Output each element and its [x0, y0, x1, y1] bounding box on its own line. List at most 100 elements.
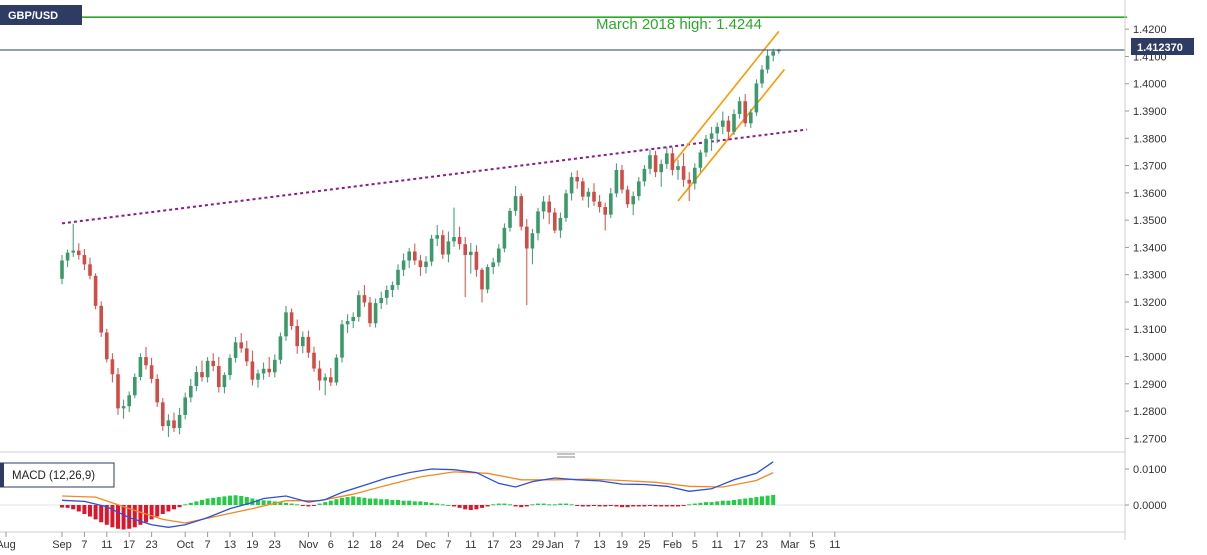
macd-histogram-bar: [71, 505, 76, 510]
resistance-annotation: March 2018 high: 1.4244: [596, 16, 762, 33]
macd-panel: [0, 461, 1125, 530]
x-tick-label: 23: [756, 539, 768, 551]
candle-body: [385, 289, 389, 298]
candle-body: [765, 55, 770, 70]
x-tick-label: 29: [532, 539, 544, 551]
macd-histogram-bar: [452, 505, 456, 507]
macd-histogram-bar: [228, 495, 232, 505]
x-tick-label: Nov: [299, 539, 319, 551]
candle-body: [133, 376, 137, 396]
macd-histogram-bar: [552, 504, 557, 506]
candle-body: [681, 166, 686, 180]
candle-body: [357, 295, 361, 317]
x-tick-label: 24: [392, 539, 404, 551]
candle-body: [317, 368, 322, 381]
panel-resize-handle[interactable]: [557, 453, 575, 458]
macd-legend-box[interactable]: [0, 462, 115, 488]
macd-histogram-bar: [642, 505, 647, 507]
candle-body: [760, 69, 764, 84]
candle-body: [127, 395, 131, 407]
macd-histogram-bar: [698, 502, 703, 505]
macd-histogram-bar: [569, 504, 574, 506]
macd-histogram-bar: [513, 505, 518, 507]
x-tick-label: 11: [711, 539, 722, 551]
candle-body: [648, 155, 652, 169]
candle-body: [592, 191, 596, 202]
candle-body: [726, 120, 731, 132]
macd-histogram-bar: [631, 505, 636, 507]
macd-histogram-bar: [754, 497, 759, 505]
candle-body: [457, 237, 462, 245]
candle-body: [323, 377, 327, 381]
x-tick-label: Dec: [416, 539, 436, 551]
macd-histogram-bar: [648, 505, 652, 506]
candle-body: [189, 385, 193, 398]
x-tick-label: Sep: [52, 539, 72, 551]
candle-body: [166, 420, 171, 427]
candle-body: [497, 248, 501, 263]
macd-histogram-bar: [160, 505, 165, 514]
macd-histogram-bar: [323, 502, 328, 505]
x-tick-label: 12: [347, 539, 359, 551]
dotted-resistance-line: [61, 128, 807, 225]
macd-histogram-bar: [166, 505, 171, 512]
candle-body: [709, 133, 714, 139]
y-tick-label: 1.2800: [1133, 406, 1167, 418]
candle-body: [60, 260, 64, 279]
candle-body: [513, 196, 518, 211]
candle-body: [777, 49, 781, 52]
macd-histogram-bar: [379, 499, 384, 505]
candle-body: [721, 120, 725, 127]
y-tick-label: 1.3000: [1133, 352, 1167, 364]
candle-body: [519, 196, 523, 227]
macd-histogram-bar: [250, 498, 255, 505]
candle-body: [541, 201, 546, 212]
x-tick-label: 7: [574, 539, 580, 551]
macd-histogram-bar: [765, 495, 770, 505]
x-tick-label: 18: [369, 539, 381, 551]
x-tick-label: 5: [692, 539, 698, 551]
macd-histogram-bar: [356, 497, 361, 505]
macd-histogram-bar: [737, 499, 742, 505]
macd-histogram-bar: [368, 498, 372, 505]
y-tick-label: 1.3500: [1133, 215, 1167, 227]
symbol-badge[interactable]: [0, 5, 82, 25]
candle-body: [351, 316, 355, 322]
candle-body: [256, 373, 260, 380]
candle-body: [435, 235, 439, 239]
macd-histogram-bar: [603, 505, 608, 507]
candle-body: [637, 181, 641, 197]
macd-histogram-bar: [681, 505, 686, 506]
macd-histogram-bar: [407, 500, 412, 505]
macd-histogram-bar: [328, 500, 333, 505]
candle-body: [586, 191, 591, 197]
candle-body: [267, 368, 271, 373]
macd-histogram-bar: [541, 503, 546, 505]
candle-body: [329, 377, 333, 383]
x-tick-label: 7: [445, 539, 451, 551]
candle-body: [732, 114, 736, 132]
macd-histogram-bar: [474, 505, 479, 510]
candle-body: [183, 397, 187, 415]
candle-body: [536, 211, 540, 234]
macd-histogram-bar: [155, 505, 160, 517]
macd-histogram-bar: [524, 505, 529, 507]
candle-body: [491, 262, 495, 268]
macd-histogram-bar: [216, 497, 221, 505]
candle-body: [715, 126, 719, 134]
candle-body: [446, 241, 451, 255]
candle-body: [429, 238, 434, 262]
macd-histogram-bar: [536, 503, 540, 505]
candle-body: [502, 227, 507, 249]
macd-histogram-bar: [211, 497, 216, 505]
macd-line: [61, 461, 774, 528]
candle-body: [222, 375, 227, 388]
candle-body: [749, 112, 753, 124]
candle-body: [553, 212, 557, 231]
candle-body: [665, 153, 669, 164]
macd-histogram-bar: [188, 502, 193, 505]
macd-histogram-bar: [239, 496, 244, 505]
candle-body: [82, 255, 87, 265]
macd-histogram-bar: [194, 501, 199, 505]
macd-legend-accent: [0, 463, 4, 487]
